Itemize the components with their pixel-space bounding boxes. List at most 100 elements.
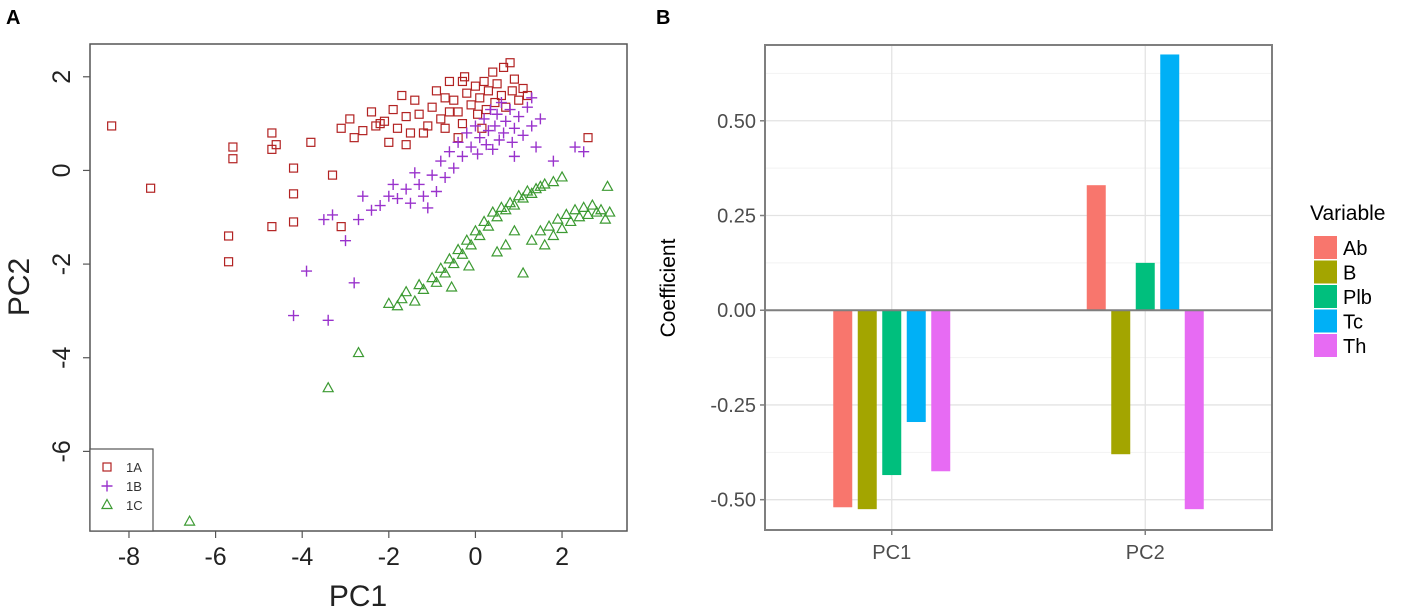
scatter-point-1b [493,134,505,146]
scatter-legend-label: 1A [126,460,142,475]
scatter-point-1b [478,113,490,125]
scatter-point-1c [499,238,512,250]
scatter-point-1b [357,190,369,202]
scatter-point-1a [483,86,494,96]
scatter-point-1b [578,146,590,158]
scatter-chart: -8 -6 -4 -2 0 2 2 0 -2 -4 -6 PC1 PC2 1A 1B 1C [3,43,628,613]
scatter-point-1b [508,150,520,162]
scatter-point-1a [228,142,238,152]
bar-legend-label: Th [1343,336,1366,358]
scatter-plot-frame [89,43,628,532]
scatter-point-1a [444,107,455,117]
scatter-points [107,58,616,526]
scatter-x-tick-label: 0 [468,543,482,571]
scatter-point-1b [508,122,520,134]
scatter-point-1c [599,212,612,224]
bar-ab-pc1 [833,310,853,508]
scatter-x-tick-label: 2 [555,543,569,571]
scatter-point-1b [521,101,533,113]
scatter-point-1a [288,217,299,227]
scatter-point-1b [569,141,581,153]
scatter-legend: 1A 1B 1C [89,448,154,532]
panel-b-label: B [656,7,670,29]
scatter-point-1a [509,74,520,84]
scatter-point-1c [491,210,504,222]
scatter-y-tick-label: 2 [48,70,76,84]
scatter-x-axis-title: PC1 [329,580,387,613]
bar-y-axis-title: Coefficient [657,238,680,337]
scatter-point-1c [443,252,456,264]
scatter-point-1a [477,123,487,133]
scatter-point-1c [439,266,452,278]
scatter-point-1c [460,233,473,245]
scatter-point-1b [383,190,395,202]
scatter-point-1c [447,257,460,269]
scatter-point-1c [603,205,616,217]
scatter-point-1b [530,141,542,153]
bar-y-tick-label: -0.25 [710,395,756,417]
scatter-point-1b [506,136,518,148]
scatter-point-1a [449,95,459,105]
scatter-point-1a [492,79,502,89]
bar-y-tick-label: -0.50 [710,490,756,512]
scatter-point-1b [430,186,442,198]
scatter-point-1c [508,224,521,236]
scatter-point-1a [457,76,468,87]
scatter-point-1a [375,119,385,129]
bar-legend-swatch-plb [1314,285,1337,308]
bar-x-tick-label: PC1 [872,542,911,564]
scatter-y-ticks: 2 0 -2 -4 -6 [48,70,90,463]
scatter-point-1b [340,235,352,247]
scatter-point-1b [435,155,447,167]
scatter-point-1b [491,108,503,120]
scatter-point-1c [543,219,556,231]
scatter-point-1a [336,222,346,232]
scatter-point-1c [465,238,478,250]
scatter-point-1a [479,76,489,87]
scatter-point-1b [474,132,486,144]
scatter-point-1c [473,229,486,241]
scatter-point-1c [594,203,608,215]
scatter-point-1a [401,111,411,122]
bar-tc-pc2 [1160,54,1180,311]
scatter-point-1c [538,238,551,250]
scatter-point-1b [365,204,377,216]
scatter-point-1a [271,140,281,150]
scatter-point-1a [107,121,117,131]
scatter-point-1c [590,205,603,217]
scatter-point-1a [472,109,483,119]
scatter-point-1c [560,208,573,220]
scatter-point-1a [488,67,498,77]
scatter-point-1b [404,197,416,209]
scatter-point-1c [530,182,543,194]
bar-chart: 0.50 0.25 0.00 -0.25 -0.50 PC1 PC2 Coefficien… [657,44,1386,564]
scatter-point-1b [513,111,525,123]
scatter-point-1c [456,247,469,259]
scatter-point-1b [472,148,484,160]
scatter-point-1a [388,104,398,115]
bar-x-ticks: PC1 PC2 [872,530,1165,564]
scatter-x-tick-label: -2 [378,543,400,571]
scatter-point-1a [470,81,481,91]
bar-ab-pc2 [1086,185,1106,311]
scatter-legend-marker-1b [101,480,113,492]
scatter-point-1a [366,107,377,117]
scatter-point-1b [443,146,455,158]
scatter-point-1b [327,209,339,221]
bar-legend-label: Ab [1343,238,1367,260]
scatter-point-1b [374,200,386,212]
scatter-point-1b [489,120,501,132]
scatter-point-1b [391,193,403,205]
scatter-y-tick-label: -6 [48,440,76,462]
scatter-x-tick-label: -6 [204,543,226,571]
scatter-point-1c [577,201,590,212]
scatter-point-1c [517,266,530,278]
scatter-point-1a [410,95,420,105]
scatter-point-1c [413,278,426,290]
bar-b-pc2 [1111,310,1131,455]
scatter-point-1b [526,92,538,104]
scatter-point-1a [444,76,455,87]
bar-y-tick-label: 0.50 [717,111,756,133]
bar-legend-swatch-ab [1314,236,1337,259]
scatter-point-1c [547,175,560,187]
